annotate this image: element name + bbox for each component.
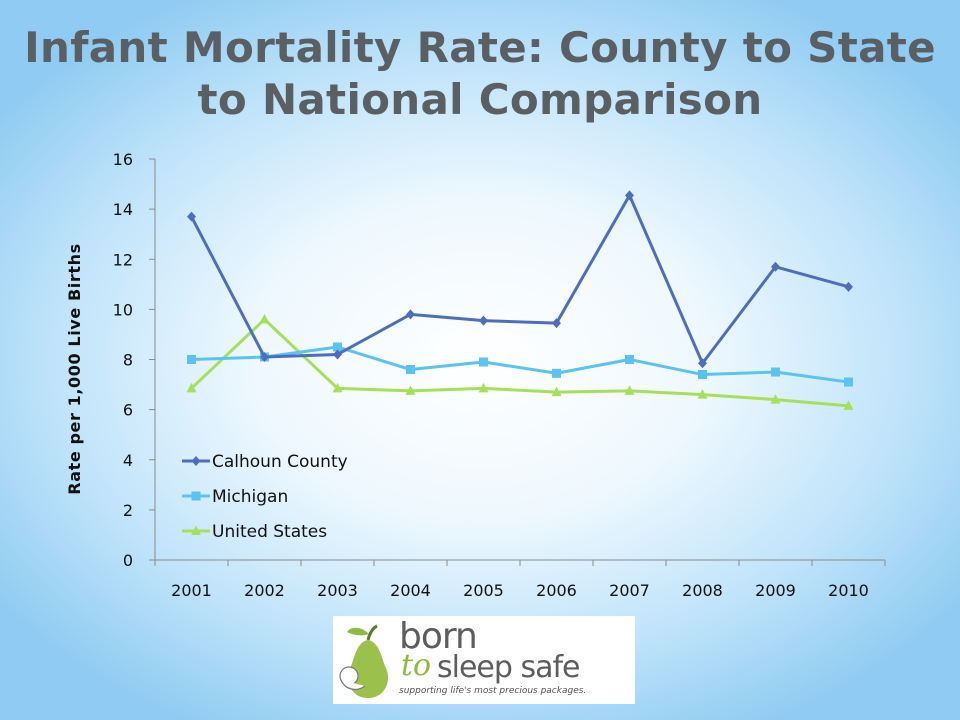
y-tick-label: 8: [123, 351, 133, 370]
tick-labels: 0 2 4 6 8 10 12 14 16 2001 2002 2003 2004 2005 2006 200…: [113, 150, 869, 600]
legend-swatch-marker: [191, 456, 201, 466]
united-states-point: [405, 385, 416, 395]
y-tick-label: 12: [113, 250, 133, 269]
x-tick-label: 2005: [463, 581, 504, 600]
calhoun-county-point: [698, 358, 707, 369]
united-states-point: [624, 385, 635, 395]
michigan-point: [698, 370, 707, 380]
calhoun-county-point: [333, 349, 342, 360]
x-tick-label: 2008: [682, 581, 723, 600]
x-tick-label: 2004: [390, 581, 431, 600]
calhoun-county-point: [552, 318, 561, 329]
michigan-point: [625, 355, 634, 364]
x-tick-label: 2010: [828, 581, 869, 600]
x-tick-label: 2002: [244, 581, 285, 600]
united-states-point: [478, 382, 489, 393]
legend-item-calhoun-county: Calhoun County: [182, 452, 348, 472]
logo-word-to: to: [401, 648, 432, 683]
y-tick-label: 6: [123, 401, 133, 420]
calhoun-county-point: [625, 190, 634, 201]
x-tick-label: 2007: [609, 581, 650, 600]
legend-swatch-marker: [191, 525, 201, 535]
x-tick-label: 2001: [171, 581, 212, 600]
michigan-point: [844, 377, 853, 387]
series-calhoun-county: [187, 190, 853, 369]
chart-title: Infant Mortality Rate: County to State t…: [24, 23, 936, 124]
michigan-line: [191, 345, 849, 384]
legend-item-michigan: Michigan: [182, 487, 288, 507]
pear-baby-icon: [339, 624, 389, 698]
y-tick-label: 2: [123, 501, 133, 520]
logo-word-sleep-safe: sleep safe: [437, 650, 580, 685]
logo-tagline: supporting life's most precious packages…: [399, 686, 587, 696]
logo-word-born: born: [399, 616, 478, 657]
michigan-point: [771, 367, 780, 377]
united-states-point: [551, 386, 562, 397]
michigan-point: [479, 357, 488, 367]
united-states-point: [843, 400, 854, 410]
calhoun-county-point: [260, 351, 269, 362]
born-to-sleep-safe-logo: born to sleep safe supporting life's mos…: [333, 616, 635, 704]
michigan-point: [333, 342, 342, 352]
united-states-line: [190, 317, 849, 408]
calhoun-county-line: [190, 193, 849, 365]
legend-label: United States: [212, 522, 327, 542]
legend-item-united-states: United States: [182, 522, 327, 542]
series-united-states: [186, 313, 854, 410]
united-states-point: [186, 382, 197, 393]
united-states-point: [770, 394, 781, 404]
y-axis-label: Rate per 1,000 Live Births: [65, 243, 84, 494]
united-states-point: [697, 389, 708, 399]
united-states-point: [259, 313, 270, 324]
y-tick-label: 16: [113, 150, 133, 169]
x-tick-label: 2009: [755, 581, 796, 600]
calhoun-county-point: [771, 261, 780, 272]
calhoun-county-point: [406, 309, 415, 320]
michigan-point: [187, 355, 196, 364]
michigan-point: [406, 365, 415, 375]
legend-label: Michigan: [212, 487, 288, 507]
calhoun-county-point: [844, 281, 853, 292]
michigan-point: [552, 368, 561, 378]
y-tick-label: 10: [113, 300, 133, 319]
y-tick-label: 14: [113, 200, 133, 219]
y-tick-label: 0: [123, 551, 133, 570]
y-tick-label: 4: [123, 451, 133, 470]
series-michigan: [187, 342, 853, 387]
calhoun-county-point: [187, 211, 196, 222]
legend: Calhoun County Michigan United States: [182, 452, 348, 542]
x-tick-label: 2006: [536, 581, 577, 600]
legend-swatch-marker: [191, 491, 201, 501]
x-tick-label: 2003: [317, 581, 358, 600]
chart-axes: [149, 158, 886, 566]
calhoun-county-point: [479, 315, 488, 326]
legend-label: Calhoun County: [212, 452, 348, 472]
series-layer: [186, 190, 854, 410]
united-states-point: [332, 382, 343, 393]
